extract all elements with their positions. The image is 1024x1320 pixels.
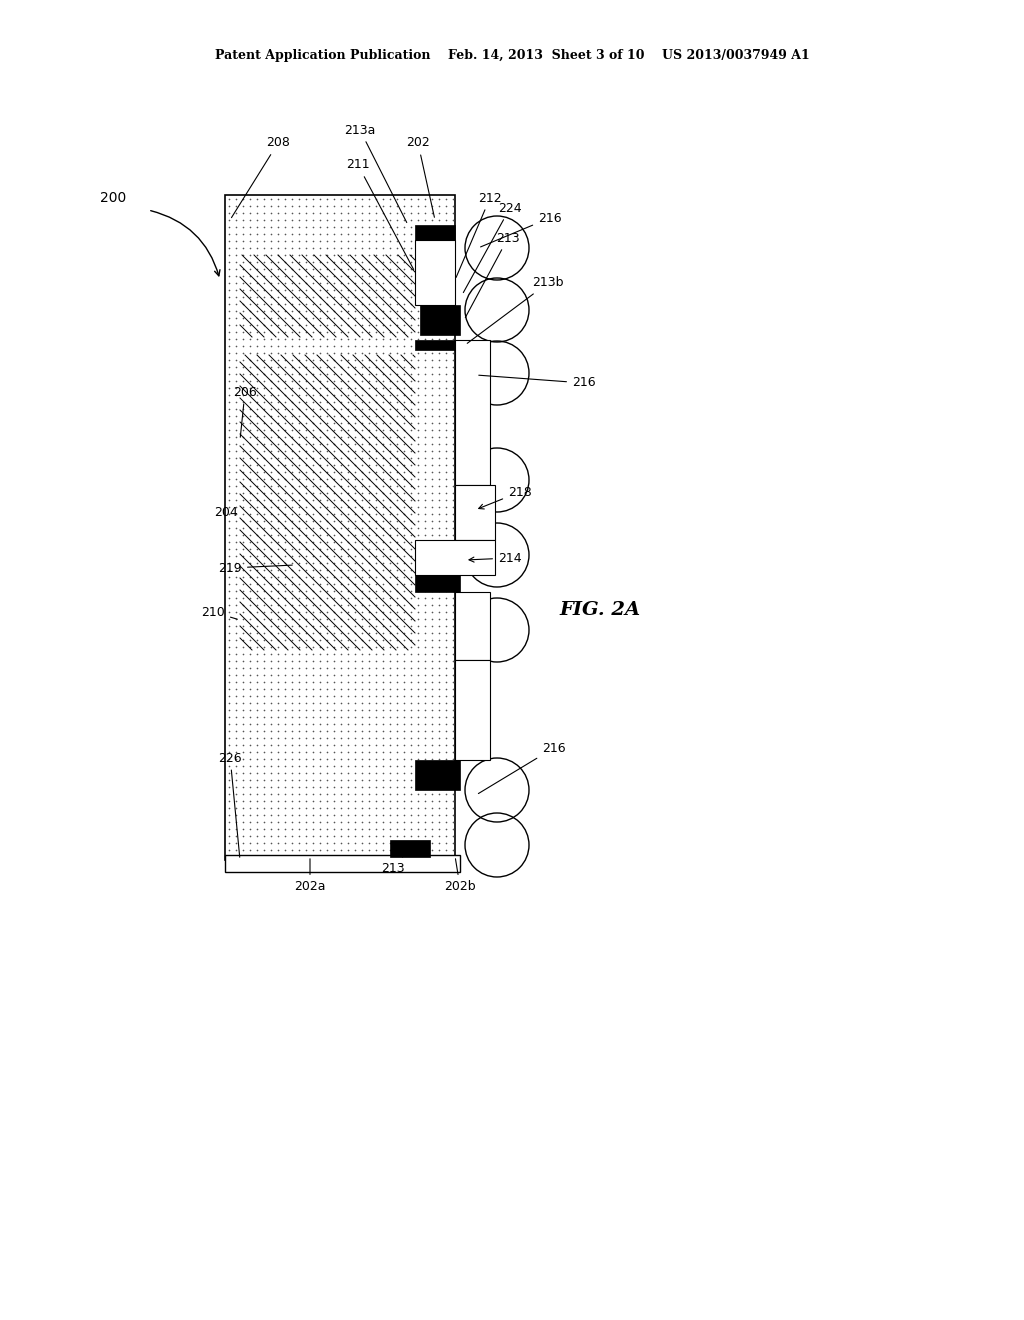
Text: 211: 211 <box>346 158 414 269</box>
Polygon shape <box>455 484 495 540</box>
FancyArrowPatch shape <box>151 211 220 276</box>
Text: 202a: 202a <box>294 859 326 894</box>
Polygon shape <box>415 341 455 350</box>
Text: 212: 212 <box>456 191 502 277</box>
Polygon shape <box>415 224 455 240</box>
Polygon shape <box>420 305 460 335</box>
Polygon shape <box>455 341 490 484</box>
Text: Patent Application Publication    Feb. 14, 2013  Sheet 3 of 10    US 2013/003794: Patent Application Publication Feb. 14, … <box>215 49 809 62</box>
Polygon shape <box>415 540 495 576</box>
Polygon shape <box>390 840 430 857</box>
Text: 216: 216 <box>479 375 596 389</box>
Polygon shape <box>415 760 460 789</box>
Text: 226: 226 <box>218 751 242 857</box>
Text: 213b: 213b <box>467 276 564 343</box>
Text: 204: 204 <box>214 506 238 519</box>
Text: 216: 216 <box>478 742 565 793</box>
Polygon shape <box>225 195 455 861</box>
Polygon shape <box>415 240 455 305</box>
Polygon shape <box>415 576 460 591</box>
Text: 224: 224 <box>463 202 522 293</box>
Text: 214: 214 <box>469 552 521 565</box>
Text: 218: 218 <box>479 486 531 510</box>
Text: 210: 210 <box>202 606 238 619</box>
Polygon shape <box>455 591 490 660</box>
Text: 219: 219 <box>218 561 292 574</box>
Text: 213: 213 <box>465 231 520 318</box>
Polygon shape <box>240 355 415 649</box>
Text: 200: 200 <box>100 191 126 205</box>
Polygon shape <box>240 255 415 337</box>
Text: 216: 216 <box>480 211 561 247</box>
Text: 213a: 213a <box>344 124 407 223</box>
Text: FIG. 2A: FIG. 2A <box>559 601 641 619</box>
Text: 213: 213 <box>381 850 409 875</box>
Text: 208: 208 <box>231 136 290 218</box>
Polygon shape <box>455 660 490 760</box>
Polygon shape <box>225 855 460 873</box>
Text: 202b: 202b <box>444 859 476 894</box>
Text: 206: 206 <box>233 385 257 437</box>
Text: 202: 202 <box>407 136 434 218</box>
